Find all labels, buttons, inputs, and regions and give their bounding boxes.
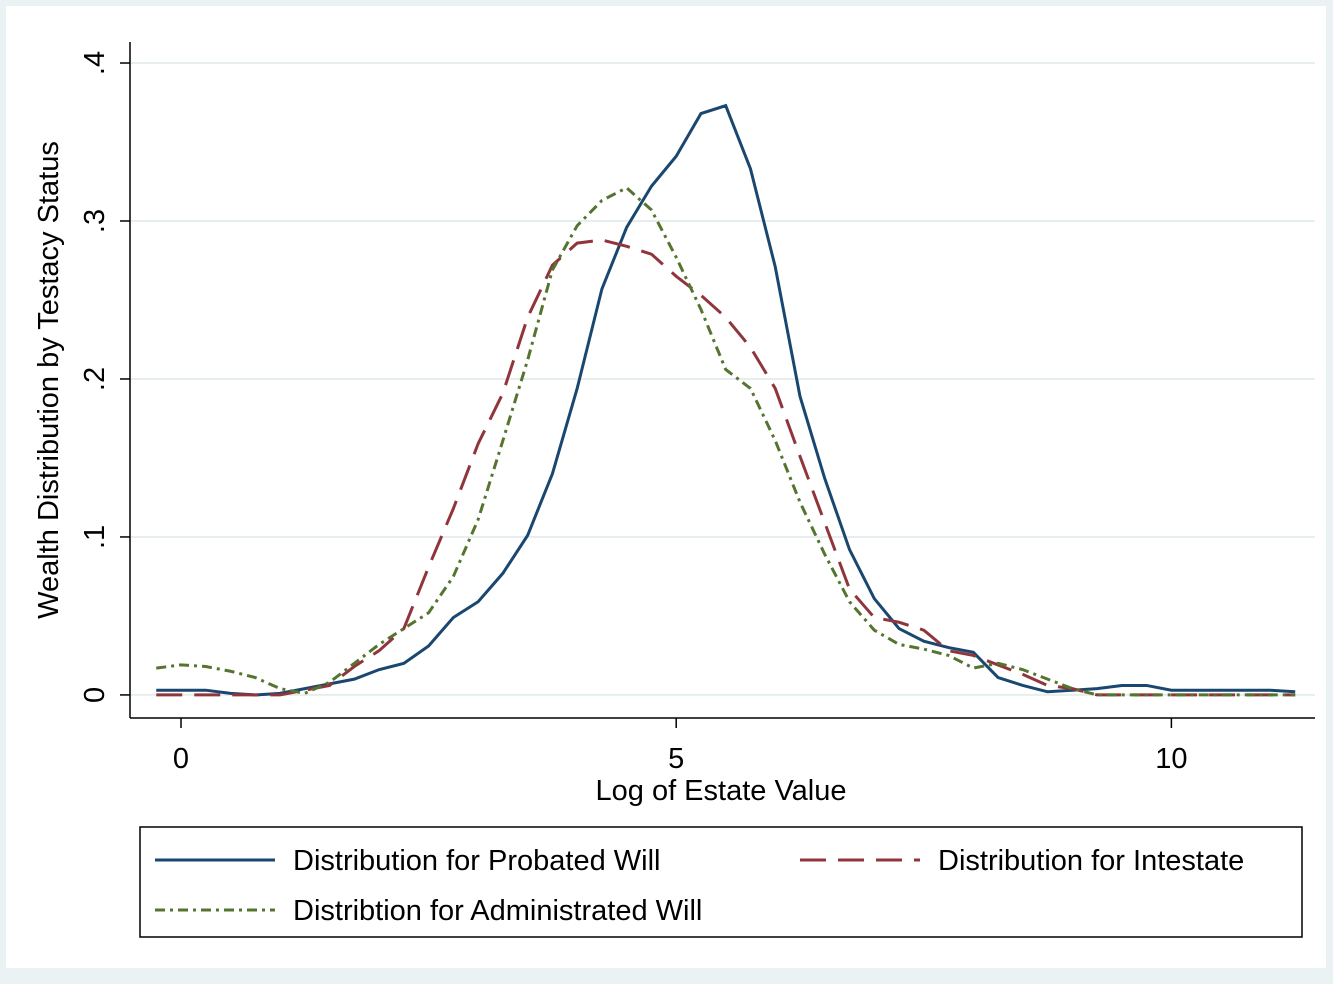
legend-label: Distribution for Intestate xyxy=(938,845,1244,877)
background xyxy=(6,6,1326,968)
line-series xyxy=(156,186,1296,697)
x-axis-title: Log of Estate Value xyxy=(596,775,847,807)
legend-box xyxy=(139,826,1303,938)
legend-label: Distribtion for Administrated Will xyxy=(293,895,702,927)
y-tick-label: .3 xyxy=(79,209,111,233)
x-tick-label: 5 xyxy=(668,743,684,775)
y-tick-label: .4 xyxy=(79,51,111,75)
x-tick-label: 10 xyxy=(1155,743,1187,775)
y-tick-label: .1 xyxy=(79,525,111,549)
y-tick-label: .2 xyxy=(79,367,111,391)
y-axis-title: Wealth Distribution by Testacy Status xyxy=(33,141,65,619)
x-tick-label: 0 xyxy=(173,743,189,775)
y-tick-label: 0 xyxy=(79,687,111,703)
line-series xyxy=(156,103,1296,697)
legend-label: Distribution for Probated Will xyxy=(293,845,660,877)
line-series xyxy=(156,238,1296,697)
